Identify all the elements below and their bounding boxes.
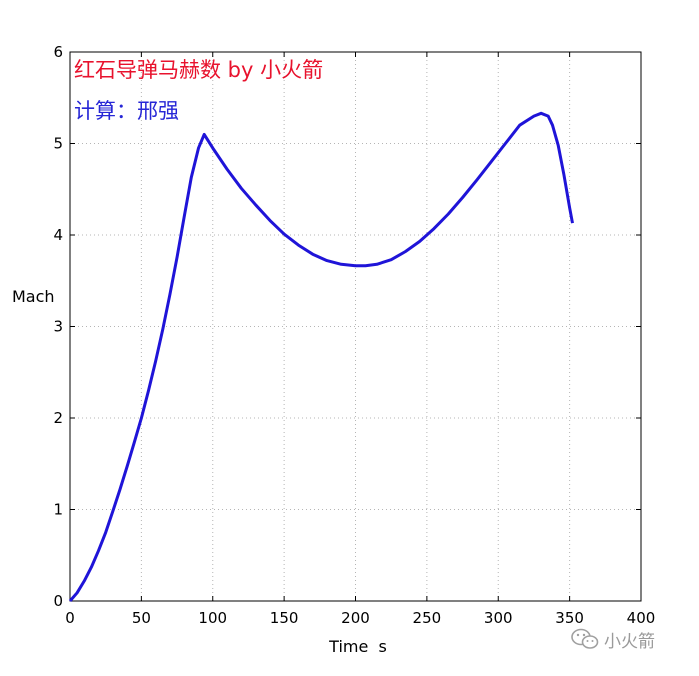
watermark-text: 小火箭 [604,631,655,652]
y-tick-label: 4 [53,226,63,244]
x-tick-label: 100 [198,609,227,627]
y-tick-label: 0 [53,592,63,610]
y-tick-label: 1 [53,501,63,519]
x-tick-label: 200 [341,609,370,627]
x-tick-label: 400 [627,609,656,627]
y-tick-label: 6 [53,43,63,61]
x-tick-label: 250 [413,609,442,627]
x-tick-label: 350 [555,609,584,627]
series-line-mach [68,111,574,602]
tick-labels: 0 50 100 150 200 250 300 350 400 0 1 2 3 4 5 6 [53,43,655,627]
y-tick-label: 3 [53,318,63,336]
y-tick-label: 5 [53,135,63,153]
watermark: 小火箭 [570,626,655,652]
wechat-icon [571,628,599,649]
y-tick-label: 2 [53,409,63,427]
tick-marks [69,51,642,602]
x-tick-label: 150 [270,609,299,627]
annotation-title: 红石导弹马赫数 by 小火箭 [74,58,323,82]
annotation-author: 计算：邢强 [74,99,179,123]
x-axis-label: Time s [328,637,387,656]
y-axis-label: Mach [12,287,55,306]
x-tick-label: 300 [484,609,513,627]
x-tick-label: 0 [65,609,75,627]
x-tick-label: 50 [132,609,151,627]
